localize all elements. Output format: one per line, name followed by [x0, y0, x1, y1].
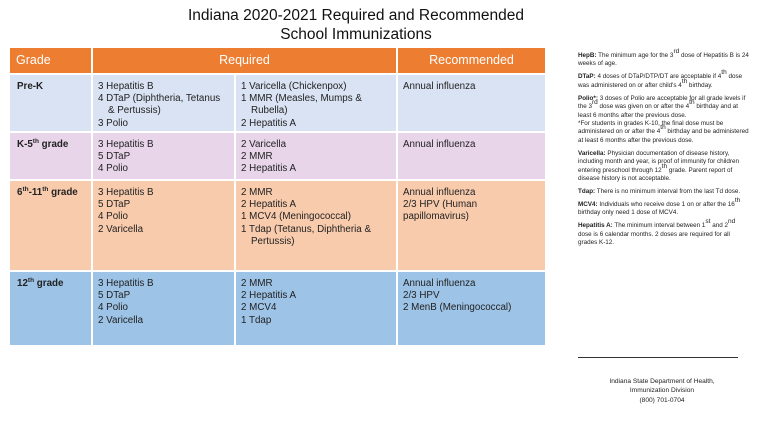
grade-label: Pre-K [17, 81, 44, 92]
recommended-k5: Annual influenza [398, 133, 545, 179]
title-line-2: School Immunizations [280, 26, 432, 43]
vaccine-item: 2 Hepatitis A [241, 117, 297, 129]
vaccine-item: 5 DTaP [98, 199, 131, 211]
note-mcv4: MCV4: Individuals who receive dose 1 on … [578, 197, 741, 217]
note-tdap: Tdap: There is no minimum interval from … [578, 188, 741, 196]
grade-cell-6-11: 6th-11th grade [10, 181, 91, 270]
vaccine-item: 2 Hepatitis A [241, 163, 297, 175]
required-col1-6-11: 3 Hepatitis B 5 DTaP 4 Polio 2 Varicella [93, 181, 234, 270]
vaccine-item: Annual influenza [403, 81, 476, 92]
vaccine-item: 2 MCV4 [241, 302, 277, 314]
required-col2-12: 2 MMR 2 Hepatitis A 2 MCV4 1 Tdap [236, 272, 396, 345]
vaccine-item: 2 MMR [241, 187, 273, 198]
grade-label: 12th grade [17, 277, 64, 289]
note-varicella: Varicella: Physician documentation of di… [578, 149, 740, 183]
vaccine-item: Annual influenza [403, 139, 476, 150]
footer-agency: Indiana State Department of Health, [609, 378, 715, 385]
required-col1-k5: 3 Hepatitis B 5 DTaP 4 Polio [93, 133, 234, 179]
vaccine-item: 4 Polio [98, 163, 128, 175]
note-hepb: HepB: The minimum age for the 3rd dose o… [578, 48, 749, 68]
note-polio: Polio*: 3 doses of Polio are acceptable … [578, 94, 749, 144]
vaccine-item: 4 Polio [98, 302, 128, 314]
vaccine-item: 1 Tdap [241, 314, 272, 326]
vaccine-item: 1 Tdap (Tetanus, Diphtheria & [241, 223, 371, 235]
grade-cell-prek: Pre-K [10, 75, 91, 131]
header-grade: Grade [10, 48, 91, 73]
footer-contact: Indiana State Department of Health, Immu… [578, 377, 746, 405]
vaccine-item-continuation: Rubella) [251, 105, 288, 117]
header-required: Required [93, 48, 396, 73]
footer-phone: (800) 701-0704 [639, 396, 685, 404]
vaccine-item: 1 MMR (Measles, Mumps & [241, 93, 362, 105]
required-col1-12: 3 Hepatitis B 5 DTaP 4 Polio 2 Varicella [93, 272, 234, 345]
vaccine-item-continuation: & Pertussis) [108, 105, 161, 117]
note-hepa: Hepatitis A: The minimum interval betwee… [578, 218, 736, 247]
vaccine-item: 2/3 HPV (Human [403, 199, 478, 211]
required-col2-prek: 1 Varicella (Chickenpox) 1 MMR (Measles,… [236, 75, 396, 131]
vaccine-item: 2 MMR [241, 278, 273, 289]
title-line-1: Indiana 2020-2021 Required and Recommend… [187, 7, 525, 24]
grade-cell-12: 12th grade [10, 272, 91, 345]
vaccine-item: 4 DTaP (Diphtheria, Tetanus [98, 93, 221, 105]
vaccine-item: 3 Hepatitis B [98, 187, 154, 198]
vaccine-item: 5 DTaP [98, 151, 131, 163]
header-recommended: Recommended [398, 48, 545, 73]
vaccine-item: 2 Hepatitis A [241, 290, 297, 302]
vaccine-item: 1 MCV4 (Meningococcal) [241, 211, 351, 223]
divider-line [578, 357, 738, 358]
vaccine-item: 4 Polio [98, 211, 128, 223]
grade-label: 6th-11th grade [17, 186, 78, 198]
vaccine-item: 2 Varicella [241, 139, 287, 150]
grade-label: K-5th grade [17, 138, 69, 150]
immunization-table: Grade Required Recommended Pre-K 3 Hepat… [10, 48, 547, 345]
vaccine-item-continuation: Pertussis) [251, 235, 295, 247]
vaccine-item: 3 Hepatitis B [98, 81, 154, 92]
required-col2-k5: 2 Varicella 2 MMR 2 Hepatitis A [236, 133, 396, 179]
recommended-prek: Annual influenza [398, 75, 545, 131]
footer-division: Immunization Division [629, 387, 695, 395]
required-col2-6-11: 2 MMR 2 Hepatitis A 1 MCV4 (Meningococca… [236, 181, 396, 270]
vaccine-item: 2 Hepatitis A [241, 199, 297, 211]
vaccine-item: 3 Hepatitis B [98, 278, 154, 289]
vaccine-item: 2 Varicella [98, 223, 144, 235]
required-col1-prek: 3 Hepatitis B 4 DTaP (Diphtheria, Tetanu… [93, 75, 234, 131]
recommended-6-11: Annual influenza 2/3 HPV (Human papillom… [398, 181, 545, 270]
recommended-12: Annual influenza 2/3 HPV 2 MenB (Meningo… [398, 272, 545, 345]
vaccine-item: 3 Polio [98, 117, 128, 129]
vaccine-item: Annual influenza [403, 187, 476, 198]
document-title: Indiana 2020-2021 Required and Recommend… [0, 6, 712, 44]
vaccine-item: 1 Varicella (Chickenpox) [241, 81, 347, 92]
vaccine-item: 2 MMR [241, 151, 273, 163]
vaccine-item: 2 MenB (Meningococcal) [403, 302, 512, 314]
footnotes: HepB: The minimum age for the 3rd dose o… [578, 48, 750, 252]
vaccine-item: Annual influenza [403, 278, 476, 289]
vaccine-item: 3 Hepatitis B [98, 139, 154, 150]
vaccine-item: 2 Varicella [98, 314, 144, 326]
vaccine-item-continuation: papillomavirus) [403, 211, 469, 223]
grade-cell-k5: K-5th grade [10, 133, 91, 179]
note-dtap: DTaP: 4 doses of DTaP/DTP/DT are accepta… [578, 69, 743, 89]
vaccine-item: 2/3 HPV [403, 290, 440, 302]
vaccine-item: 5 DTaP [98, 290, 131, 302]
